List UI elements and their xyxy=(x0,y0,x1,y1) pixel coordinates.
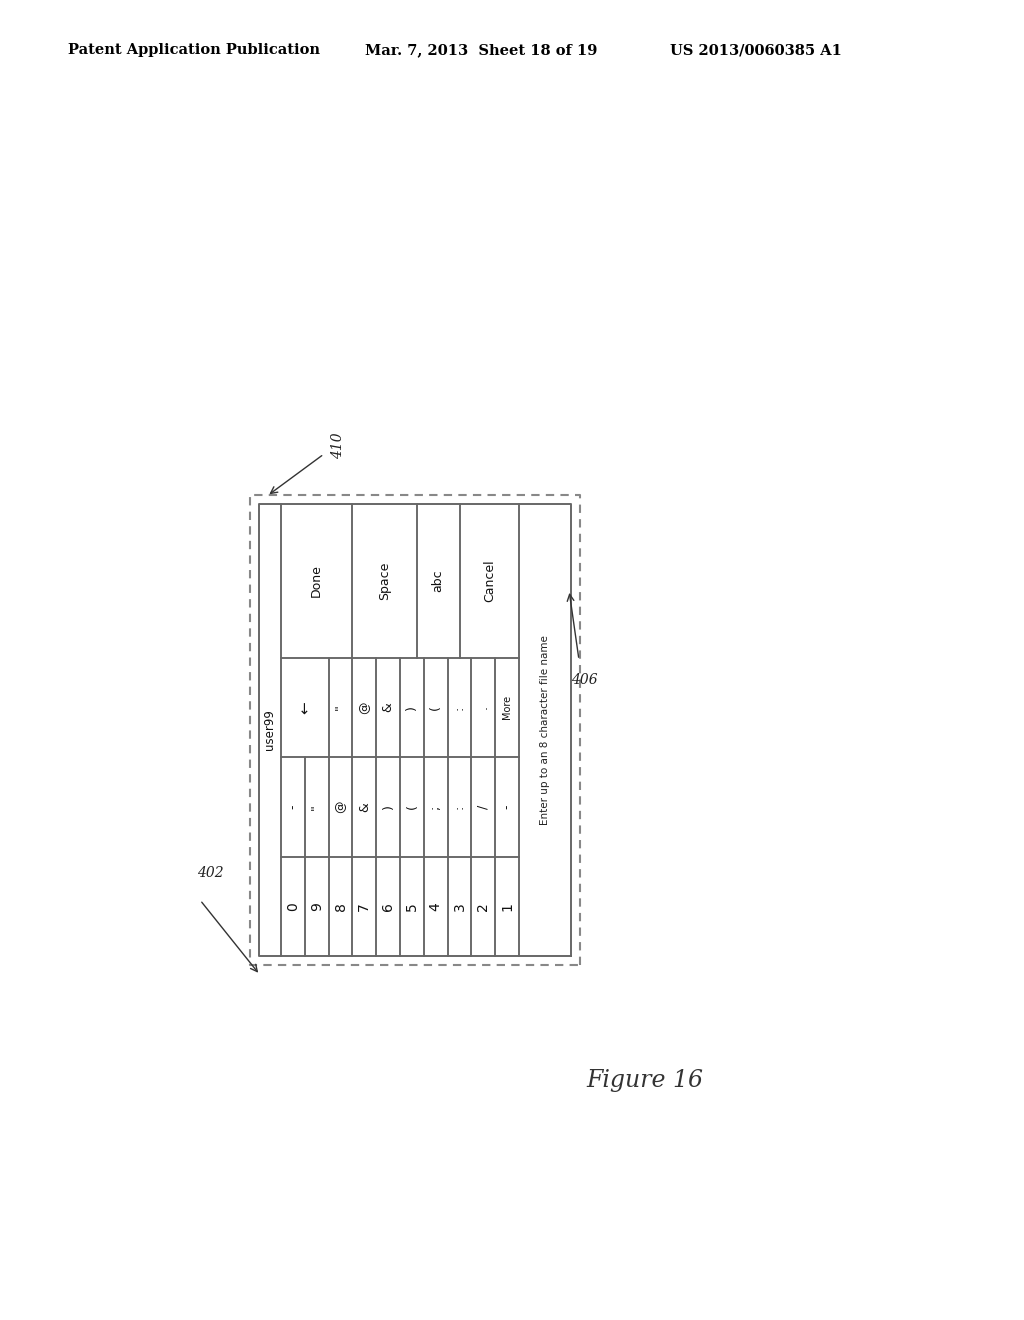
Polygon shape xyxy=(496,758,519,857)
Polygon shape xyxy=(471,857,496,956)
Text: (: ( xyxy=(429,705,442,710)
Text: US 2013/0060385 A1: US 2013/0060385 A1 xyxy=(670,44,842,57)
Text: 406: 406 xyxy=(570,673,597,686)
Polygon shape xyxy=(424,758,447,857)
Text: Space: Space xyxy=(378,561,391,601)
Text: -: - xyxy=(501,805,514,809)
Polygon shape xyxy=(460,504,519,657)
Text: ←: ← xyxy=(297,701,312,714)
Text: /: / xyxy=(477,805,489,809)
Text: .: . xyxy=(477,705,489,709)
Polygon shape xyxy=(281,657,329,758)
Text: 1: 1 xyxy=(500,902,514,911)
Text: 6: 6 xyxy=(381,902,395,911)
Text: @: @ xyxy=(357,701,371,714)
Text: 7: 7 xyxy=(357,902,372,911)
Polygon shape xyxy=(424,657,447,758)
Text: 0: 0 xyxy=(286,902,300,911)
Text: 2: 2 xyxy=(476,902,490,911)
Text: :: : xyxy=(453,705,466,710)
Polygon shape xyxy=(376,857,400,956)
Text: Figure 16: Figure 16 xyxy=(587,1068,703,1092)
Text: ": " xyxy=(334,705,347,710)
Text: :: : xyxy=(453,805,466,809)
Polygon shape xyxy=(400,758,424,857)
Polygon shape xyxy=(447,657,471,758)
Polygon shape xyxy=(281,504,352,657)
Polygon shape xyxy=(250,495,580,965)
Polygon shape xyxy=(352,758,376,857)
Polygon shape xyxy=(447,758,471,857)
Polygon shape xyxy=(281,758,305,857)
Polygon shape xyxy=(400,657,424,758)
Polygon shape xyxy=(329,758,352,857)
Text: ): ) xyxy=(382,804,394,809)
Text: 410: 410 xyxy=(331,433,345,459)
Polygon shape xyxy=(400,857,424,956)
Polygon shape xyxy=(305,857,329,956)
Polygon shape xyxy=(329,857,352,956)
Polygon shape xyxy=(471,758,496,857)
Polygon shape xyxy=(417,504,460,657)
Text: 4: 4 xyxy=(429,902,442,911)
Text: More: More xyxy=(502,696,512,719)
Polygon shape xyxy=(519,504,571,956)
Text: ;: ; xyxy=(429,805,442,809)
Polygon shape xyxy=(447,857,471,956)
Polygon shape xyxy=(352,657,376,758)
Text: ": " xyxy=(310,804,324,809)
Polygon shape xyxy=(352,857,376,956)
Text: Cancel: Cancel xyxy=(482,560,496,602)
Text: 3: 3 xyxy=(453,902,467,911)
Polygon shape xyxy=(281,857,305,956)
Polygon shape xyxy=(471,657,496,758)
Text: (: ( xyxy=(406,804,419,809)
Text: &: & xyxy=(357,803,371,812)
Polygon shape xyxy=(496,657,519,758)
Polygon shape xyxy=(259,504,571,956)
Text: abc: abc xyxy=(431,569,444,593)
Text: -: - xyxy=(287,805,299,809)
Text: ): ) xyxy=(406,705,419,710)
Text: @: @ xyxy=(334,801,347,813)
Text: Done: Done xyxy=(310,565,324,597)
Text: 402: 402 xyxy=(197,866,223,880)
Polygon shape xyxy=(376,657,400,758)
Polygon shape xyxy=(496,857,519,956)
Polygon shape xyxy=(352,504,417,657)
Text: Patent Application Publication: Patent Application Publication xyxy=(68,44,319,57)
Polygon shape xyxy=(424,857,447,956)
Text: 8: 8 xyxy=(334,902,347,911)
Polygon shape xyxy=(376,758,400,857)
Text: 9: 9 xyxy=(309,902,324,911)
Polygon shape xyxy=(329,657,352,758)
Text: &: & xyxy=(382,702,394,713)
Text: Mar. 7, 2013  Sheet 18 of 19: Mar. 7, 2013 Sheet 18 of 19 xyxy=(365,44,597,57)
Text: 5: 5 xyxy=(404,902,419,911)
Polygon shape xyxy=(305,758,329,857)
Text: user99: user99 xyxy=(263,710,276,751)
Text: Enter up to an 8 character file name: Enter up to an 8 character file name xyxy=(540,635,550,825)
Polygon shape xyxy=(259,504,281,956)
